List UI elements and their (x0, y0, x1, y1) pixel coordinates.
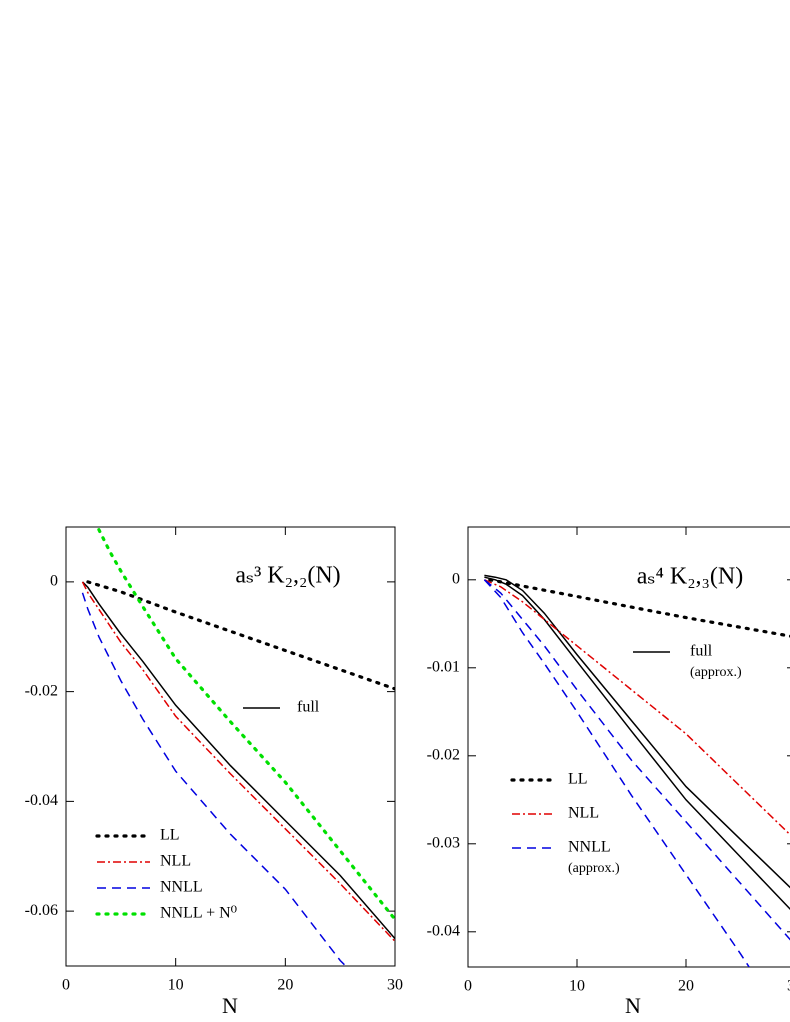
y-tick-label: -0.04 (427, 922, 460, 939)
series-line (483, 579, 790, 941)
x-tick-label: 30 (387, 977, 403, 994)
series-line (483, 579, 751, 967)
legend-label: NNLL + N⁰ (160, 905, 237, 922)
legend-note: (approx.) (568, 861, 620, 876)
legend-label: full (690, 643, 713, 660)
x-axis-label: N (222, 993, 238, 1018)
x-tick-label: 0 (62, 977, 70, 994)
y-tick-label: -0.02 (25, 682, 58, 699)
x-axis-label: N (625, 993, 641, 1018)
legend-label: NLL (160, 853, 191, 870)
x-tick-label: 10 (569, 978, 585, 995)
x-tick-label: 20 (277, 977, 293, 994)
plot-frame (467, 526, 790, 968)
series-line (81, 592, 347, 966)
x-tick-label: 30 (787, 978, 790, 995)
series-line (484, 579, 790, 836)
y-tick-label: 0 (452, 570, 460, 587)
series-line (81, 581, 395, 942)
legend-note: (approx.) (690, 665, 742, 680)
y-tick-label: -0.04 (25, 792, 58, 809)
x-tick-label: 0 (464, 978, 472, 995)
y-tick-label: -0.01 (427, 658, 460, 675)
plot-area (81, 528, 395, 966)
legend-label: NNLL (568, 839, 611, 856)
series-line (484, 574, 790, 889)
legend-label: LL (568, 771, 588, 788)
series-line (488, 578, 790, 638)
y-tick-label: 0 (50, 573, 58, 590)
series-line (81, 581, 395, 940)
series-line (86, 580, 395, 691)
y-tick-label: -0.03 (427, 834, 460, 851)
chart-title: aₛ⁴ K₂,₃(N) (637, 564, 744, 590)
plot-area (483, 574, 790, 967)
x-tick-label: 10 (168, 977, 184, 994)
legend-label: LL (160, 827, 180, 844)
legend-label: NLL (568, 805, 599, 822)
plot-frame (65, 526, 396, 967)
x-tick-label: 20 (678, 978, 694, 995)
legend-label: NNLL (160, 879, 203, 896)
chart-title: aₛ³ K₂,₂(N) (235, 563, 340, 589)
legend-label: full (297, 699, 320, 716)
y-tick-label: -0.06 (25, 902, 58, 919)
y-tick-label: -0.02 (427, 746, 460, 763)
